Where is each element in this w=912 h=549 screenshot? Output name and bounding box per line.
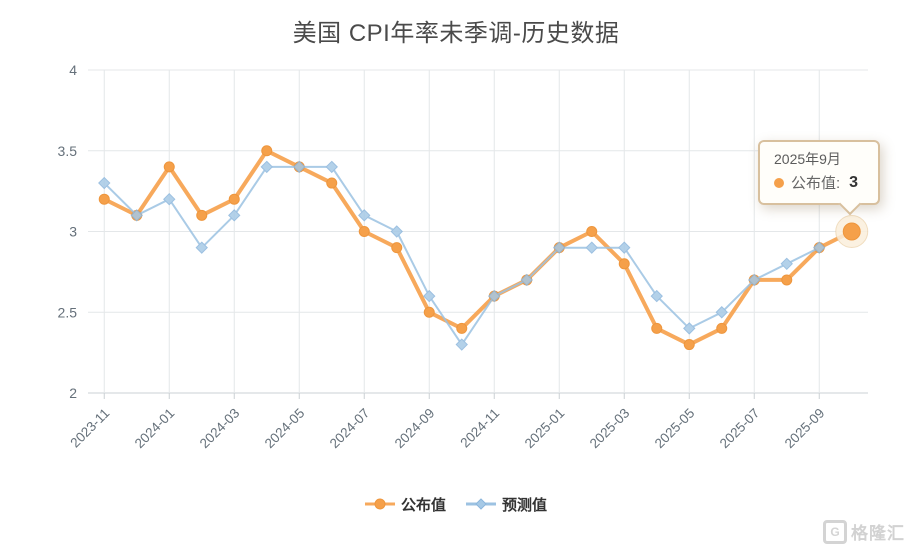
gelonghui-logo: G 格隆汇	[823, 519, 905, 544]
x-axis-label: 2024-05	[262, 406, 308, 452]
legend-label: 公布值	[400, 496, 446, 514]
series-line	[102, 148, 854, 347]
data-point[interactable]	[780, 257, 793, 271]
data-point[interactable]	[196, 209, 208, 221]
series-forecast	[98, 160, 826, 351]
data-point[interactable]	[374, 498, 386, 510]
y-axis-label: 4	[69, 62, 77, 78]
legend-circle-icon	[364, 498, 395, 510]
legend-item[interactable]: 预测值	[466, 494, 547, 515]
data-point[interactable]	[553, 241, 566, 254]
logo-text: 格隆汇	[851, 524, 905, 543]
x-axis-label: 2025-09	[782, 406, 828, 452]
data-point[interactable]	[748, 273, 761, 287]
chart-title: 美国 CPI年率未季调-历史数据	[292, 20, 620, 47]
data-point[interactable]	[683, 339, 695, 351]
tooltip: 2025年9月 公布值: 3	[758, 140, 880, 216]
logo-g-icon: G	[823, 519, 847, 544]
data-point[interactable]	[651, 322, 663, 334]
data-point[interactable]	[618, 258, 630, 270]
data-point[interactable]	[163, 161, 175, 173]
highlighted-data-point[interactable]	[842, 222, 861, 241]
data-point[interactable]	[716, 322, 728, 334]
data-point[interactable]	[98, 193, 110, 205]
data-point[interactable]	[228, 209, 241, 222]
x-axis-label: 2024-11	[457, 406, 502, 451]
data-point[interactable]	[98, 176, 111, 190]
data-point[interactable]	[475, 498, 487, 510]
data-point[interactable]	[781, 274, 793, 286]
data-point[interactable]	[293, 160, 306, 174]
data-point[interactable]	[325, 160, 338, 174]
data-point[interactable]	[585, 241, 598, 254]
y-axis-label: 2.5	[58, 304, 78, 320]
data-point[interactable]	[130, 209, 143, 222]
x-axis-label: 2025-01	[522, 406, 568, 452]
data-point[interactable]	[423, 306, 435, 318]
series-line	[103, 165, 821, 346]
data-point[interactable]	[423, 289, 436, 303]
series-dot-icon	[774, 177, 784, 188]
data-point[interactable]	[228, 193, 240, 205]
data-point[interactable]	[715, 306, 728, 319]
tooltip-date: 2025年9月	[774, 151, 841, 167]
data-point[interactable]	[390, 225, 403, 238]
legend: 公布值 预测值	[0, 491, 912, 517]
data-point[interactable]	[586, 226, 598, 237]
tooltip-series-label: 公布值:	[791, 175, 841, 192]
data-point[interactable]	[391, 242, 403, 254]
legend-label: 预测值	[502, 496, 548, 514]
x-axis-label: 2024-01	[132, 406, 178, 452]
x-axis-label: 2025-03	[587, 406, 633, 452]
data-point[interactable]	[261, 145, 273, 157]
y-axis-label: 2	[69, 385, 77, 401]
data-point[interactable]	[813, 241, 826, 254]
x-axis-label: 2025-07	[717, 406, 763, 452]
legend-diamond-icon	[466, 498, 496, 510]
legend-item[interactable]: 公布值	[364, 494, 446, 515]
data-point[interactable]	[358, 226, 370, 237]
data-point[interactable]	[650, 289, 663, 303]
x-axis-label: 2025-05	[652, 406, 698, 452]
tooltip-value: 3	[849, 173, 859, 191]
data-point[interactable]	[455, 338, 468, 351]
data-point[interactable]	[520, 273, 533, 287]
series-published	[98, 145, 869, 351]
x-axis-label: 2024-07	[327, 406, 373, 452]
data-point[interactable]	[618, 241, 631, 254]
data-point[interactable]	[260, 160, 273, 174]
x-axis-label: 2024-09	[392, 406, 438, 452]
data-point[interactable]	[456, 322, 468, 334]
data-point[interactable]	[683, 322, 696, 335]
x-axis-label: 2023-11	[67, 406, 112, 451]
y-axis-label: 3	[69, 224, 77, 240]
data-point[interactable]	[358, 209, 371, 222]
data-point[interactable]	[163, 192, 176, 206]
data-point[interactable]	[326, 177, 338, 189]
data-point[interactable]	[195, 241, 208, 254]
data-point[interactable]	[488, 289, 501, 303]
y-axis-label: 3.5	[58, 143, 78, 159]
x-axis-label: 2024-03	[197, 406, 243, 452]
